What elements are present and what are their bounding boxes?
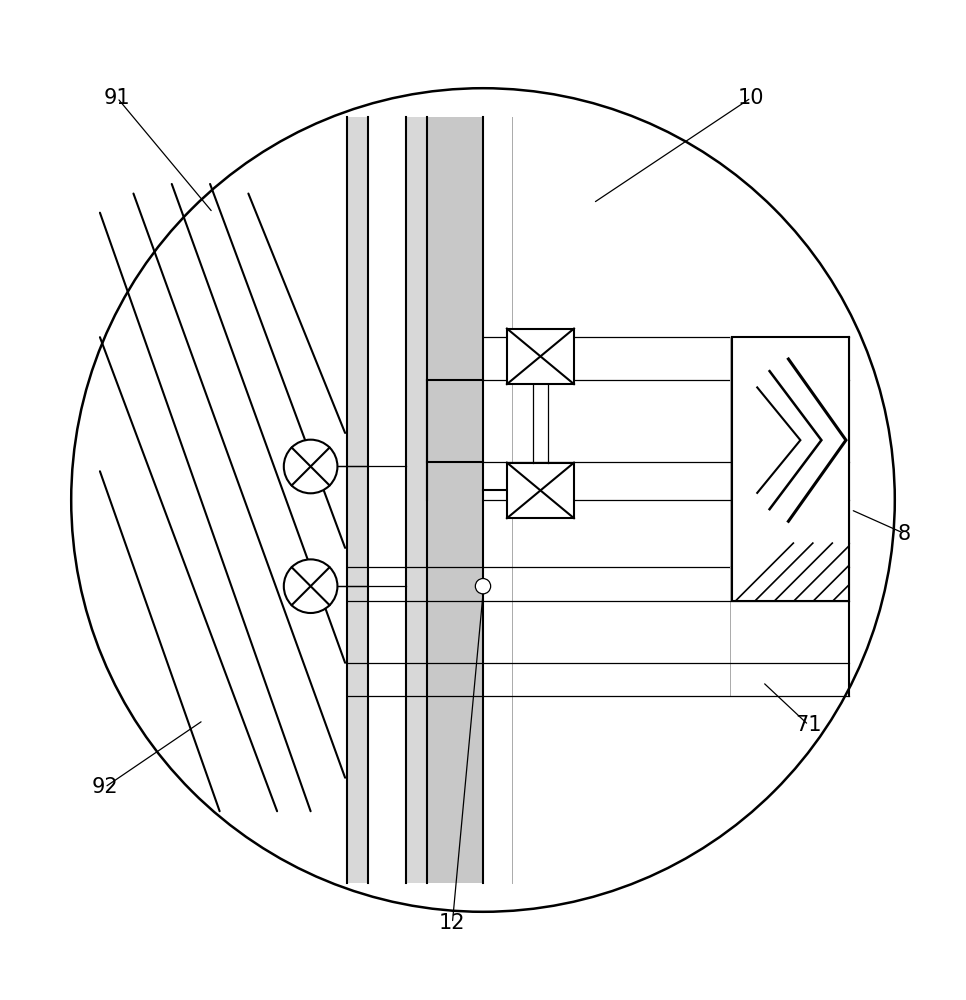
Circle shape	[284, 559, 337, 613]
Text: 8: 8	[897, 524, 911, 544]
Text: 71: 71	[795, 715, 822, 735]
Bar	[507, 329, 574, 384]
Text: 92: 92	[92, 777, 118, 797]
Circle shape	[284, 440, 337, 493]
Circle shape	[475, 579, 491, 594]
Bar	[507, 463, 574, 518]
Bar	[732, 337, 849, 601]
Bar	[347, 117, 368, 883]
Text: 91: 91	[104, 88, 130, 108]
Bar	[428, 117, 483, 883]
Text: 10: 10	[738, 88, 764, 108]
Bar	[407, 117, 428, 883]
Text: 12: 12	[440, 913, 466, 933]
